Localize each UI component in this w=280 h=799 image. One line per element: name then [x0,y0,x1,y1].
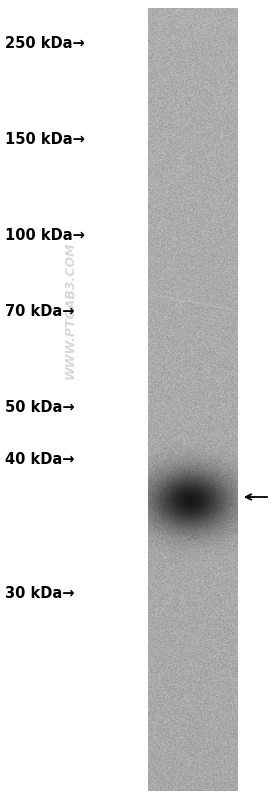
Text: 150 kDa→: 150 kDa→ [5,133,85,148]
Text: 100 kDa→: 100 kDa→ [5,229,85,244]
Text: 50 kDa→: 50 kDa→ [5,400,75,415]
Text: WWW.PTGAB3.COM: WWW.PTGAB3.COM [64,241,76,379]
Text: 40 kDa→: 40 kDa→ [5,452,74,467]
Text: 250 kDa→: 250 kDa→ [5,37,85,51]
Text: 70 kDa→: 70 kDa→ [5,304,74,320]
Text: 30 kDa→: 30 kDa→ [5,586,74,601]
